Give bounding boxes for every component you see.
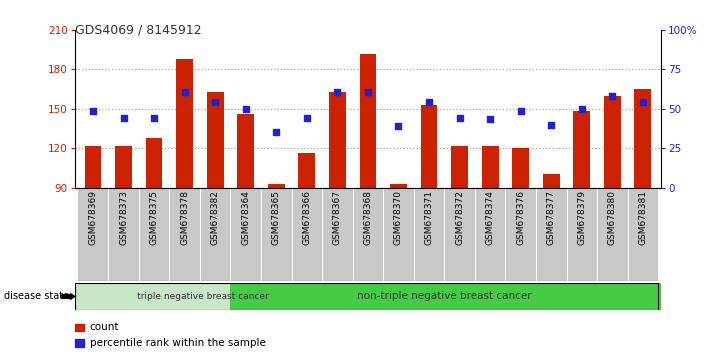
Bar	[475, 188, 506, 281]
Point	[271, 130, 282, 135]
Text: GSM678382: GSM678382	[210, 190, 220, 245]
Bar	[85, 145, 102, 188]
Text: count: count	[90, 322, 119, 332]
Bar	[207, 92, 223, 188]
Point	[210, 99, 221, 105]
Bar	[634, 89, 651, 188]
Point	[423, 99, 434, 105]
Text: disease state: disease state	[4, 291, 69, 302]
Point	[545, 122, 557, 127]
Bar	[169, 188, 200, 281]
Point	[149, 115, 160, 121]
Bar	[421, 105, 437, 188]
Bar	[108, 188, 139, 281]
Point	[301, 115, 313, 121]
Point	[454, 115, 465, 121]
Text: GSM678365: GSM678365	[272, 190, 281, 245]
Point	[87, 109, 99, 114]
Bar	[414, 188, 444, 281]
Bar	[383, 188, 414, 281]
Text: GSM678364: GSM678364	[241, 190, 250, 245]
Bar	[536, 188, 567, 281]
Text: GSM678376: GSM678376	[516, 190, 525, 245]
Text: GSM678380: GSM678380	[608, 190, 617, 245]
Text: GSM678381: GSM678381	[638, 190, 648, 245]
Point	[118, 115, 129, 121]
Text: GSM678367: GSM678367	[333, 190, 342, 245]
Bar	[329, 92, 346, 188]
Text: GSM678369: GSM678369	[88, 190, 97, 245]
Text: GDS4069 / 8145912: GDS4069 / 8145912	[75, 23, 201, 36]
Bar	[513, 148, 529, 188]
Text: non-triple negative breast cancer: non-triple negative breast cancer	[357, 291, 532, 302]
Bar	[200, 188, 230, 281]
Bar	[237, 114, 254, 188]
Point	[515, 109, 526, 114]
Bar	[146, 138, 163, 188]
Point	[332, 89, 343, 95]
Point	[576, 106, 587, 112]
Point	[606, 93, 618, 98]
Bar	[597, 188, 628, 281]
Bar	[77, 188, 108, 281]
Bar	[506, 188, 536, 281]
Point	[392, 123, 404, 129]
Bar	[444, 188, 475, 281]
Bar	[115, 145, 132, 188]
Bar	[482, 145, 498, 188]
Bar	[322, 188, 353, 281]
Text: GSM678366: GSM678366	[302, 190, 311, 245]
Bar	[230, 188, 261, 281]
Bar	[628, 188, 658, 281]
Point	[179, 89, 191, 95]
Text: GSM678378: GSM678378	[180, 190, 189, 245]
Text: GSM678373: GSM678373	[119, 190, 128, 245]
Text: percentile rank within the sample: percentile rank within the sample	[90, 338, 265, 348]
Text: triple negative breast cancer: triple negative breast cancer	[137, 292, 269, 301]
Bar	[567, 188, 597, 281]
Point	[637, 99, 648, 105]
Point	[362, 89, 374, 95]
Bar	[230, 283, 661, 310]
Bar	[542, 175, 560, 188]
Bar	[261, 188, 292, 281]
Bar	[573, 112, 590, 188]
Text: GSM678370: GSM678370	[394, 190, 403, 245]
Bar	[268, 184, 284, 188]
Bar	[390, 184, 407, 188]
Point	[484, 116, 496, 122]
Bar	[360, 54, 376, 188]
Bar	[299, 154, 315, 188]
Bar	[451, 145, 468, 188]
Text: GSM678379: GSM678379	[577, 190, 587, 245]
Point	[240, 106, 252, 112]
Text: GSM678368: GSM678368	[363, 190, 373, 245]
Bar	[604, 96, 621, 188]
Text: GSM678372: GSM678372	[455, 190, 464, 245]
Text: GSM678377: GSM678377	[547, 190, 556, 245]
Bar	[353, 188, 383, 281]
Text: GSM678374: GSM678374	[486, 190, 495, 245]
Bar	[75, 283, 230, 310]
Bar	[292, 188, 322, 281]
Bar	[139, 188, 169, 281]
Text: GSM678371: GSM678371	[424, 190, 434, 245]
Text: GSM678375: GSM678375	[149, 190, 159, 245]
Bar	[176, 59, 193, 188]
